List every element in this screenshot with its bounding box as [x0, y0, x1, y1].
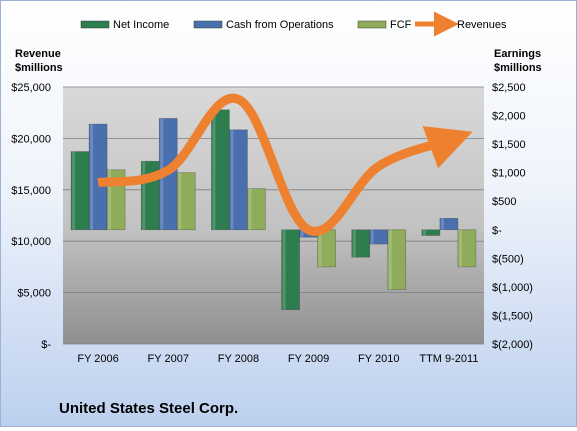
bar-highlight — [72, 152, 75, 230]
legend-swatch — [81, 21, 109, 28]
left-axis-ticks: $25,000 $20,000 $15,000 $10,000 $5,000 $- — [11, 82, 51, 351]
left-tick-label: $20,000 — [11, 133, 51, 145]
left-axis-title-line1: Revenue — [15, 48, 61, 60]
bar-highlight — [389, 230, 392, 290]
right-tick-label: $1,500 — [492, 139, 526, 151]
right-axis-title-line2: $millions — [494, 62, 542, 74]
left-tick-label: $25,000 — [11, 82, 51, 94]
bar-highlight — [212, 110, 215, 230]
bar-highlight — [423, 230, 426, 236]
right-tick-label: $(1,000) — [492, 282, 533, 294]
x-tick-label: TTM 9-2011 — [419, 353, 478, 365]
left-tick-label: $5,000 — [17, 288, 51, 300]
right-tick-label: $(1,500) — [492, 310, 533, 322]
bar-highlight — [459, 230, 462, 267]
legend-label: Net Income — [113, 19, 169, 31]
x-tick-label: FY 2010 — [358, 353, 399, 365]
right-tick-label: $2,000 — [492, 111, 526, 123]
right-tick-label: $- — [492, 225, 502, 237]
legend-swatch — [194, 21, 222, 28]
legend: Net Income Cash from Operations FCF Revenue… — [81, 19, 507, 31]
left-axis-title-line2: $millions — [15, 62, 63, 74]
x-axis-ticks: FY 2006 FY 2007 FY 2008 FY 2009 FY 2010 TTM 9… — [77, 353, 478, 365]
bar-highlight — [371, 230, 374, 244]
right-axis-title-line1: Earnings — [494, 48, 541, 60]
bar-highlight — [90, 124, 93, 230]
legend-item-cash-from-operations: Cash from Operations — [194, 19, 334, 31]
legend-swatch — [358, 21, 386, 28]
x-tick-label: FY 2007 — [148, 353, 189, 365]
bar-highlight — [248, 189, 251, 230]
legend-item-fcf: FCF — [358, 19, 412, 31]
right-tick-label: $1,000 — [492, 168, 526, 180]
right-axis-ticks: $2,500 $2,000 $1,500 $1,000 $500 $- $(500) $(1,… — [492, 82, 533, 351]
left-tick-label: $- — [41, 339, 51, 351]
bar-highlight — [353, 230, 356, 257]
plot-area — [63, 87, 484, 344]
x-tick-label: FY 2006 — [77, 353, 118, 365]
legend-item-net-income: Net Income — [81, 19, 169, 31]
bar-highlight — [230, 130, 233, 230]
right-tick-label: $2,500 — [492, 82, 526, 94]
right-tick-label: $(2,000) — [492, 339, 533, 351]
bar-highlight — [283, 230, 286, 310]
company-name: United States Steel Corp. — [59, 400, 238, 417]
right-tick-label: $(500) — [492, 253, 524, 265]
bar-highlight — [142, 161, 145, 230]
legend-label: FCF — [390, 19, 412, 31]
legend-item-revenues: Revenues — [415, 19, 507, 31]
bar-highlight — [178, 173, 181, 230]
legend-label: Revenues — [457, 19, 507, 31]
left-tick-label: $15,000 — [11, 185, 51, 197]
left-tick-label: $10,000 — [11, 236, 51, 248]
right-tick-label: $500 — [492, 196, 516, 208]
x-tick-label: FY 2009 — [288, 353, 329, 365]
legend-label: Cash from Operations — [226, 19, 334, 31]
bar-highlight — [441, 218, 444, 229]
x-tick-label: FY 2008 — [218, 353, 259, 365]
